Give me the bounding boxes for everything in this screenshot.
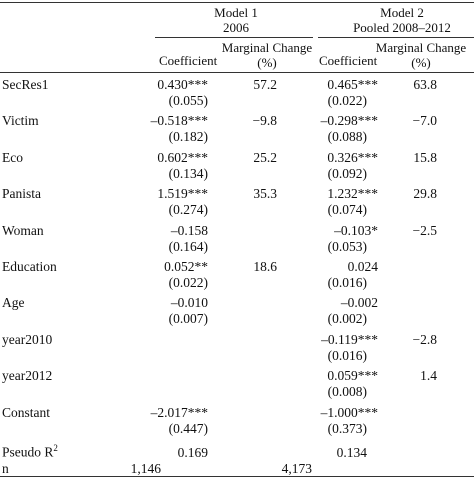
model2-underline — [318, 37, 474, 38]
model2-marginal-change: 29.8 — [413, 186, 437, 202]
n-label: n — [2, 461, 9, 476]
n-model2: 4,173 — [281, 461, 312, 476]
model2-std-error: (0.002) — [327, 311, 367, 327]
col-marginal-change-1-unit: (%) — [257, 55, 277, 70]
model2-coefficient: –0.103* — [334, 222, 378, 238]
pseudo-r2-label: Pseudo R2 — [2, 443, 58, 460]
model2-std-error: (0.092) — [327, 165, 367, 181]
model1-title: Model 1 — [214, 5, 258, 20]
model1-std-error: (0.164) — [168, 238, 208, 254]
model1-std-error: (0.022) — [168, 275, 208, 290]
model1-underline — [155, 37, 313, 38]
model2-marginal-change: 1.4 — [420, 368, 437, 384]
pseudo-r2-model2: 0.134 — [336, 445, 367, 460]
col-coefficient-1: Coefficient — [159, 53, 218, 68]
model1-std-error: (0.007) — [168, 311, 208, 327]
model2-marginal-change: 63.8 — [413, 77, 437, 92]
pseudo-r2-superscript: 2 — [53, 443, 58, 453]
col-coefficient-2: Coefficient — [319, 53, 378, 68]
model2-coefficient: –0.002 — [340, 295, 378, 311]
model2-title: Model 2 — [380, 5, 424, 20]
model2-std-error: (0.016) — [327, 347, 367, 363]
row-label: Education — [2, 259, 57, 274]
model1-std-error: (0.274) — [168, 202, 208, 218]
bottom-rule — [0, 476, 474, 477]
row-label: year2012 — [2, 368, 53, 384]
model1-marginal-change: 35.3 — [253, 186, 277, 202]
model1-coefficient: –2.017*** — [150, 404, 208, 420]
col-marginal-change-2-unit: (%) — [411, 55, 431, 70]
model1-marginal-change: 18.6 — [253, 259, 277, 274]
model1-coefficient: 0.052** — [164, 259, 208, 274]
model2-marginal-change: −2.5 — [412, 222, 438, 238]
model2-marginal-change: 15.8 — [413, 149, 437, 165]
model2-marginal-change: −7.0 — [412, 113, 438, 129]
row-label: Age — [2, 295, 25, 311]
pseudo-r2-model1: 0.169 — [177, 445, 208, 460]
model1-coefficient: 0.602*** — [157, 149, 208, 165]
row-label: Woman — [2, 222, 44, 238]
model2-coefficient: 0.059*** — [327, 368, 378, 384]
n-model1: 1,146 — [130, 461, 161, 476]
model2-coefficient: –1.000*** — [320, 404, 378, 420]
header-rule — [0, 72, 474, 73]
model1-marginal-change: 57.2 — [253, 77, 277, 92]
row-label: Eco — [2, 149, 23, 165]
row-label: Victim — [2, 113, 39, 129]
model2-std-error: (0.016) — [327, 275, 367, 290]
model1-std-error: (0.182) — [168, 129, 208, 145]
model2-marginal-change: −2.8 — [412, 331, 438, 347]
model2-coefficient: 1.232*** — [327, 186, 378, 202]
model2-std-error: (0.022) — [327, 93, 367, 108]
top-rule — [0, 2, 474, 3]
model1-subtitle: 2006 — [223, 20, 249, 35]
model2-coefficient: –0.119*** — [321, 331, 378, 347]
model1-std-error: (0.055) — [168, 93, 208, 108]
model1-marginal-change: 25.2 — [253, 149, 277, 165]
model2-std-error: (0.008) — [327, 384, 367, 400]
model2-std-error: (0.373) — [327, 420, 367, 436]
model2-coefficient: 0.465*** — [327, 77, 378, 92]
model1-std-error: (0.447) — [168, 420, 208, 436]
model2-coefficient: 0.326*** — [327, 149, 378, 165]
model1-std-error: (0.134) — [168, 165, 208, 181]
model1-coefficient: 1.519*** — [157, 186, 208, 202]
row-label: SecRes1 — [2, 77, 49, 92]
model2-std-error: (0.074) — [327, 202, 367, 218]
row-label: Panista — [2, 186, 41, 202]
model2-coefficient: 0.024 — [347, 259, 378, 274]
row-label: Constant — [2, 404, 51, 420]
model2-std-error: (0.088) — [327, 129, 367, 145]
col-marginal-change-2: Marginal Change — [375, 40, 467, 55]
col-marginal-change-1: Marginal Change — [221, 40, 313, 55]
model1-coefficient: –0.010 — [170, 295, 208, 311]
model1-marginal-change: −9.8 — [252, 113, 278, 129]
row-label: year2010 — [2, 331, 53, 347]
model1-coefficient: 0.430*** — [157, 77, 208, 92]
model2-coefficient: –0.298*** — [320, 113, 378, 129]
model2-std-error: (0.053) — [327, 238, 367, 254]
model2-subtitle: Pooled 2008–2012 — [353, 20, 451, 35]
model1-coefficient: –0.158 — [170, 222, 208, 238]
model1-coefficient: –0.518*** — [150, 113, 208, 129]
